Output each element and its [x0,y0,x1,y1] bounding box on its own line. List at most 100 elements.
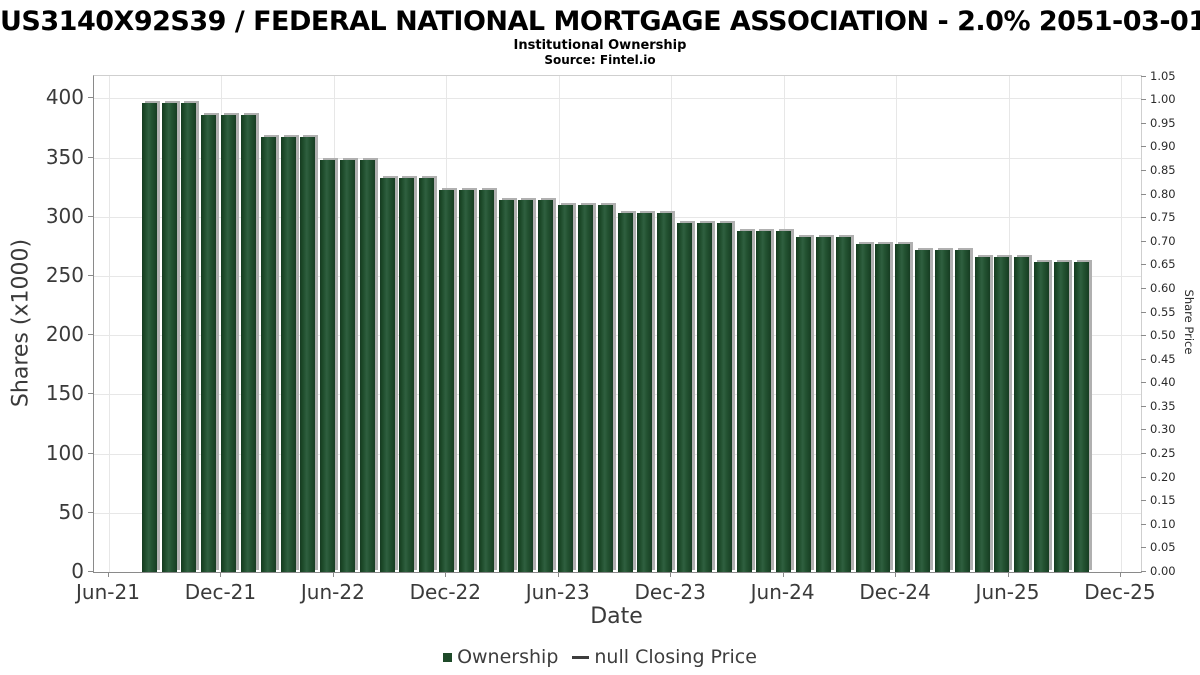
ownership-bar [796,236,812,572]
ownership-bar [716,222,732,572]
y-axis-tick-right [1141,429,1146,431]
ownership-bar [934,249,950,572]
y-axis-tick-right [1141,99,1146,101]
x-axis-tick [108,572,109,577]
x-axis-tick [782,572,784,577]
ownership-bar [577,204,593,572]
x-axis-tick [332,572,334,577]
y-axis-tick-label-left: 200 [45,322,84,347]
ownership-bar [855,244,871,572]
y-axis-tick-label-right: 0.15 [1150,493,1176,508]
x-axis-tick-label: Dec-23 [634,580,706,604]
y-axis-tick-right [1141,453,1146,455]
y-axis-tick-label-right: 0.55 [1150,304,1176,319]
ownership-bar [518,200,534,572]
closing-price-legend-dash-icon [572,655,590,659]
ownership-bar [300,137,316,572]
x-axis-tick-label: Jun-25 [975,580,1040,604]
y-axis-tick-right [1141,311,1146,313]
x-axis-tick-label: Jun-21 [76,580,140,604]
y-axis-tick-right [1141,264,1146,266]
ownership-bar [379,177,395,572]
ownership-bar [221,114,237,572]
ownership-bar [181,103,197,572]
y-axis-tick-left [88,452,93,454]
y-axis-tick-label-right: 0.95 [1150,115,1176,130]
y-axis-tick-label-left: 400 [45,85,84,110]
x-axis-tick-label: Dec-21 [184,580,257,604]
y-axis-tick-left [88,156,93,158]
ownership-bar [240,114,256,572]
y-axis-tick-right [1141,500,1146,502]
x-axis-tick [670,572,672,577]
ownership-bar [1034,261,1050,572]
y-axis-tick-right [1141,75,1146,77]
ownership-bar [736,231,752,572]
y-axis-tick-left [88,97,93,99]
y-axis-tick-right [1141,217,1146,219]
ownership-bar [835,236,851,572]
y-axis-tick-label-left: 250 [45,263,84,287]
ownership-bar [696,222,712,572]
x-axis-tick [557,572,559,577]
ownership-bar [280,137,296,572]
ownership-bar [1053,261,1069,572]
legend: Ownership null Closing Price [0,646,1200,668]
ownership-legend-swatch-icon [443,652,453,662]
y-axis-tick-label-right: 0.90 [1150,139,1176,154]
y-axis-tick-label-right: 0.30 [1150,422,1176,437]
ownership-bar [439,189,455,572]
y-axis-tick-right [1141,523,1146,525]
y-axis-tick-label-right: 0.25 [1150,446,1176,461]
y-axis-tick-label-right: 0.00 [1150,564,1176,578]
ownership-bar [954,249,970,572]
y-axis-tick-left [88,571,93,572]
closing-price-legend-label: null Closing Price [594,646,757,668]
y-axis-tick-label-right: 0.35 [1150,398,1176,413]
x-axis-tick-label: Jun-22 [300,580,365,604]
y-axis-tick-label-right: 0.65 [1150,257,1176,272]
ownership-bar [776,231,792,572]
y-axis-tick-label-right: 0.80 [1150,186,1176,201]
y-axis-tick-label-right: 0.50 [1150,328,1176,343]
y-axis-tick-label-right: 1.00 [1150,92,1176,107]
ownership-bar [677,222,693,572]
ownership-bar [538,200,554,572]
ownership-bar [399,177,415,572]
x-axis-tick-label: Jun-24 [750,580,815,604]
y-axis-tick-label-left: 0 [71,559,84,583]
chart-subtitle: Institutional Ownership [513,38,687,53]
y-axis-tick-label-right: 1.05 [1150,68,1176,83]
y-axis-tick-left [88,275,93,276]
ownership-bar [974,257,990,572]
y-axis-tick-right [1141,358,1146,360]
y-axis-tick-left [88,215,93,217]
y-axis-tick-left [88,511,93,513]
ownership-bar [895,244,911,572]
gridline-horizontal [94,335,1141,337]
ownership-bar [815,236,831,572]
x-axis-tick [895,572,897,577]
ownership-bar [558,204,574,572]
x-axis-tick-label: Dec-22 [409,580,481,604]
y-axis-tick-right [1141,571,1146,572]
gridline-horizontal [94,216,1141,218]
y-axis-tick-right [1141,547,1146,549]
ownership-bar [161,103,177,572]
y-axis-tick-label-right: 0.10 [1150,516,1176,531]
ownership-bar [419,177,435,572]
y-axis-title-right: Share Price [1182,289,1196,355]
ownership-bar [141,103,157,572]
x-axis-tick-label: Dec-25 [1084,580,1156,604]
ownership-bar [597,204,613,572]
x-axis-tick [445,572,447,577]
y-axis-tick-right [1141,382,1146,384]
ownership-bar [637,213,653,572]
ownership-bar [756,231,772,572]
gridline-horizontal [94,276,1141,277]
y-axis-tick-label-right: 0.70 [1150,233,1176,248]
ownership-bar [994,257,1010,572]
x-axis-tick [1119,572,1121,577]
y-axis-tick-right [1141,287,1146,289]
y-axis-tick-label-right: 0.45 [1150,351,1176,366]
